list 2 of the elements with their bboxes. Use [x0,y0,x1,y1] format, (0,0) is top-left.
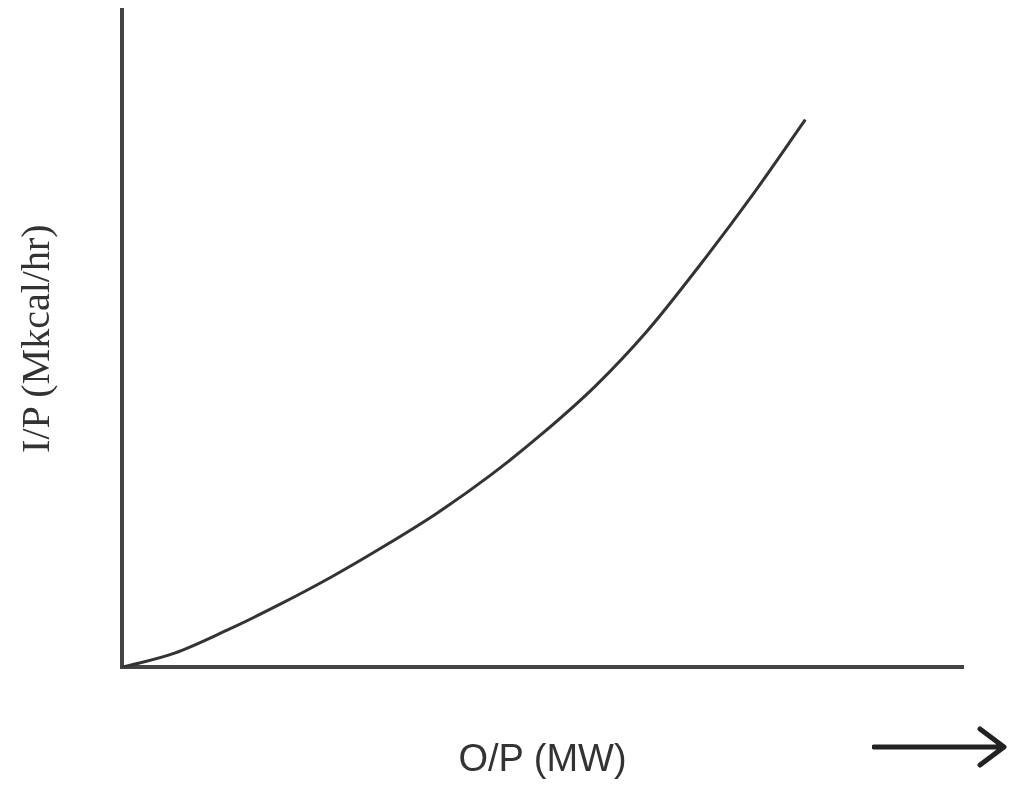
x-axis-title: O/P (MW) [458,736,627,779]
y-axis-title: I/P (Mkcal/hr) [12,224,58,453]
